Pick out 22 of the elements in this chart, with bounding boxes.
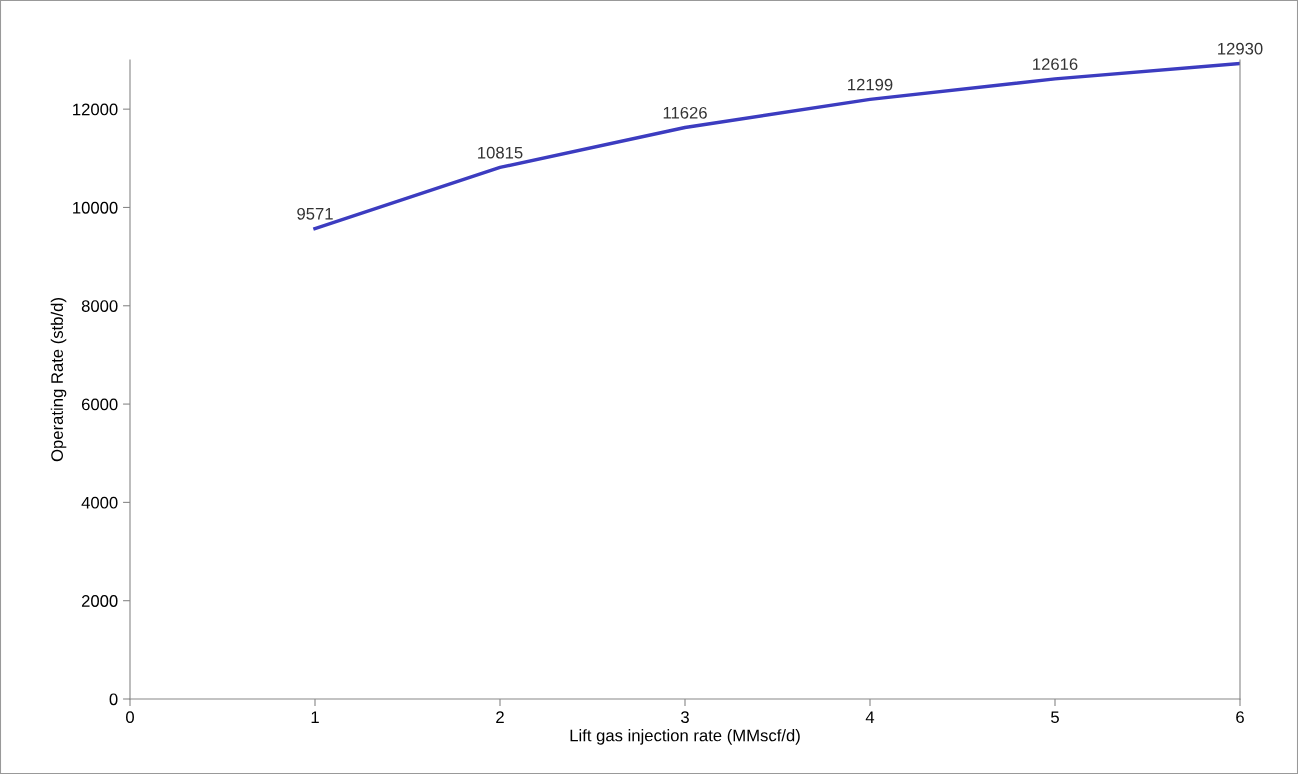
x-tick-label: 1 (311, 711, 319, 723)
y-axis-title: Operating Rate (stb/d) (50, 298, 67, 462)
x-tick-label: 6 (1236, 711, 1244, 724)
y-tick-label: 4000 (81, 496, 118, 509)
x-tick-label: 4 (865, 711, 875, 723)
y-tick-label: 8000 (81, 300, 118, 312)
y-tick-label: 0 (109, 693, 118, 706)
y-tick-label: 6000 (81, 398, 118, 411)
data-label: 9571 (297, 207, 333, 220)
data-label: 11626 (663, 106, 707, 119)
data-label: 12930 (1218, 42, 1263, 55)
y-tick-label: 10000 (73, 201, 118, 214)
x-tick-label: 2 (496, 711, 504, 723)
data-label: 10815 (478, 146, 523, 159)
x-axis-title: Lift gas injection rate (MMscf/d) (570, 729, 800, 745)
x-tick-label: 5 (1051, 711, 1059, 724)
x-tick-label: 3 (681, 711, 689, 724)
x-tick-label: 0 (126, 711, 134, 724)
y-tick-label: 2000 (81, 595, 118, 607)
data-label: 12616 (1033, 58, 1078, 71)
data-label: 12199 (848, 78, 893, 91)
y-tick-label: 12000 (73, 103, 118, 116)
